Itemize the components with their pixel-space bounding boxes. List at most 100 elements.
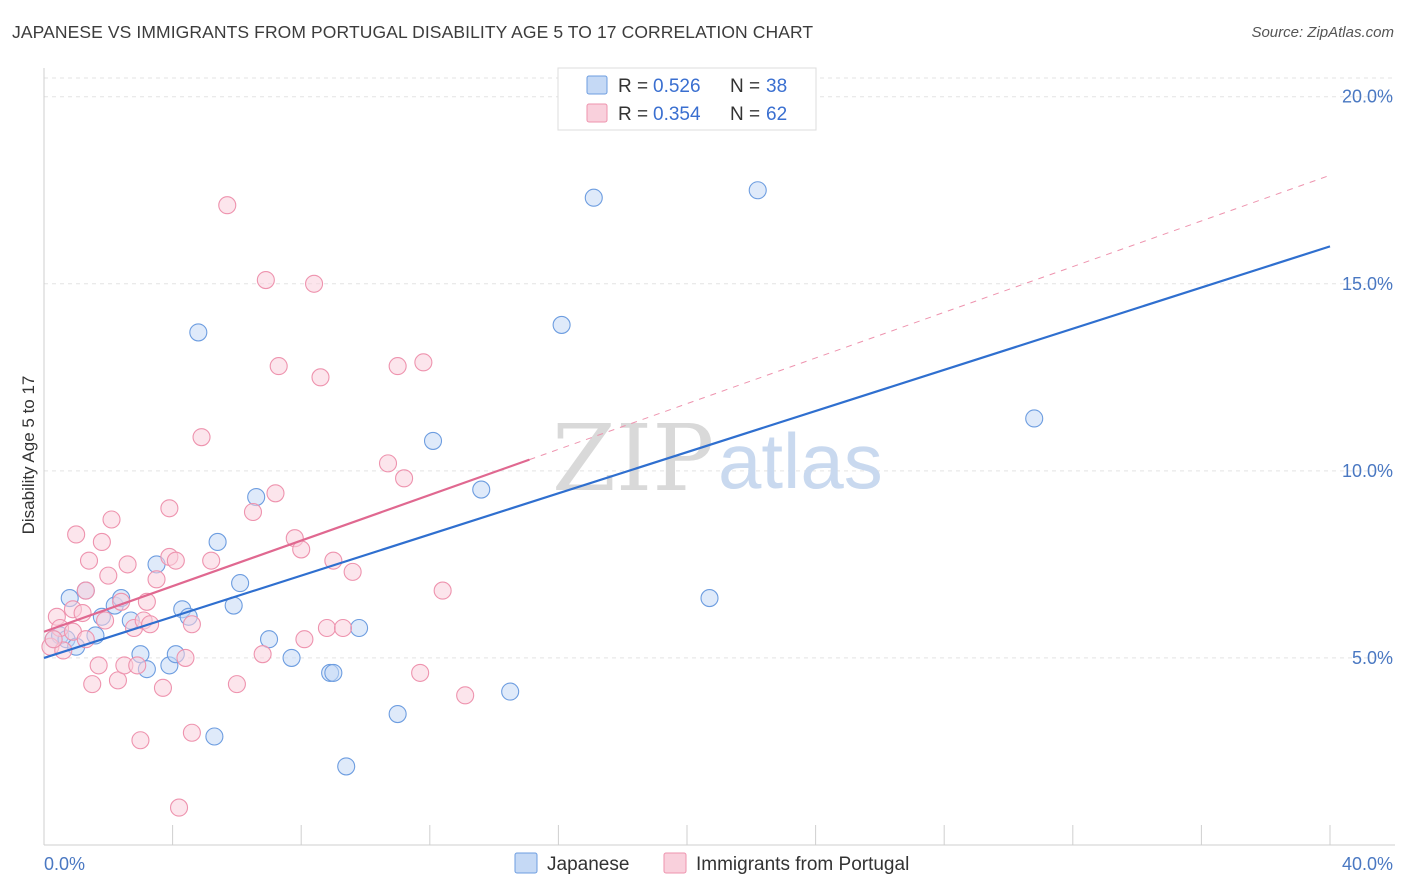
bottom-legend-swatch-japanese [514,852,538,874]
y-tick-label: 10.0% [1342,461,1393,481]
point-japanese [337,757,356,776]
bottom-legend-swatch-portugal [663,852,687,874]
legend-swatch-portugal [586,103,608,123]
point-portugal [411,663,430,682]
point-japanese [1025,409,1044,428]
point-portugal [192,428,211,447]
trend-line-japanese [43,245,1331,659]
point-japanese [423,431,443,450]
point-portugal [388,357,407,376]
grid-lines [44,77,1395,659]
point-portugal [131,731,150,750]
source-label: Source: ZipAtlas.com [1251,24,1394,41]
trend-lines [43,174,1331,659]
legend-r-label-2: R = [618,104,648,125]
point-japanese [259,630,279,649]
point-portugal [243,502,263,522]
point-portugal [176,648,195,667]
point-portugal [414,353,433,372]
point-portugal [333,618,353,638]
point-japanese [231,574,250,593]
point-portugal [153,678,173,697]
legend-n-value-1: 38 [766,76,787,97]
bottom-legend-portugal: Immigrants from Portugal [696,854,909,875]
point-japanese [700,589,719,608]
point-portugal [79,551,99,570]
point-portugal [253,645,272,664]
point-portugal [128,656,147,675]
point-japanese [247,487,266,507]
point-portugal [305,274,324,293]
x-tick-labels: 0.0% 40.0% [44,854,1393,874]
point-portugal [311,368,330,387]
point-portugal [166,551,185,570]
chart-title: JAPANESE VS IMMIGRANTS FROM PORTUGAL DIS… [12,22,814,42]
point-japanese [324,663,343,682]
legend-bottom: Japanese Immigrants from Portugal [514,852,909,875]
y-tick-labels: 5.0% 10.0% 15.0% 20.0% [1342,87,1393,668]
point-japanese [748,181,767,200]
point-portugal [266,484,285,503]
point-japanese [205,727,224,746]
point-portugal [256,270,275,290]
point-portugal [182,615,201,634]
trend-line-portugal-extension [529,174,1331,461]
point-portugal [378,454,398,473]
point-japanese [350,618,369,638]
legend-n-label-1: N = [730,76,760,97]
point-portugal [182,723,201,742]
watermark-zip: ZIP [552,405,714,512]
point-japanese [584,188,603,207]
point-portugal [108,671,127,690]
point-portugal [92,532,111,551]
point-portugal [295,630,314,649]
point-japanese [388,704,407,724]
point-portugal [169,798,189,817]
point-portugal [202,551,221,570]
axes [43,68,1395,846]
point-japanese [552,315,571,334]
point-portugal [83,675,102,694]
point-portugal [44,630,63,649]
point-portugal [96,611,115,630]
watermark-atlas: atlas [718,417,883,505]
point-portugal [317,618,336,638]
point-japanese [189,323,208,342]
legend-n-value-2: 62 [766,104,787,125]
point-portugal [118,555,137,574]
legend-r-value-2: 0.354 [653,104,701,125]
x-tick-label: 0.0% [44,854,85,874]
point-portugal [343,562,362,581]
y-axis-label: Disability Age 5 to 17 [19,376,38,535]
point-portugal [89,656,108,675]
point-japanese [282,648,301,667]
trend-line-portugal [43,458,530,633]
legend-swatch-japanese [586,75,608,95]
y-tick-label: 5.0% [1352,648,1393,668]
watermark: ZIP atlas [552,405,883,512]
bottom-legend-japanese: Japanese [547,854,629,875]
y-tick-label: 15.0% [1342,274,1393,294]
point-portugal [99,566,118,585]
point-portugal [433,581,452,600]
point-japanese [208,532,227,551]
legend-n-label-2: N = [730,104,760,125]
point-portugal [395,469,414,488]
point-portugal [147,570,166,589]
point-portugal [160,499,179,518]
point-portugal [456,686,475,705]
point-japanese [472,480,491,499]
data-points [41,181,1044,817]
point-portugal [269,357,288,376]
x-tick-label: 40.0% [1342,854,1393,874]
point-portugal [76,581,95,600]
point-portugal [102,510,121,529]
legend-r-value-1: 0.526 [653,76,701,97]
point-portugal [227,675,246,694]
y-tick-label: 20.0% [1342,87,1393,107]
legend-top: R = 0.526 N = 38 R = 0.354 N = 62 [557,67,817,131]
legend-r-label-1: R = [618,76,648,97]
point-portugal [218,196,237,215]
point-japanese [501,682,520,701]
